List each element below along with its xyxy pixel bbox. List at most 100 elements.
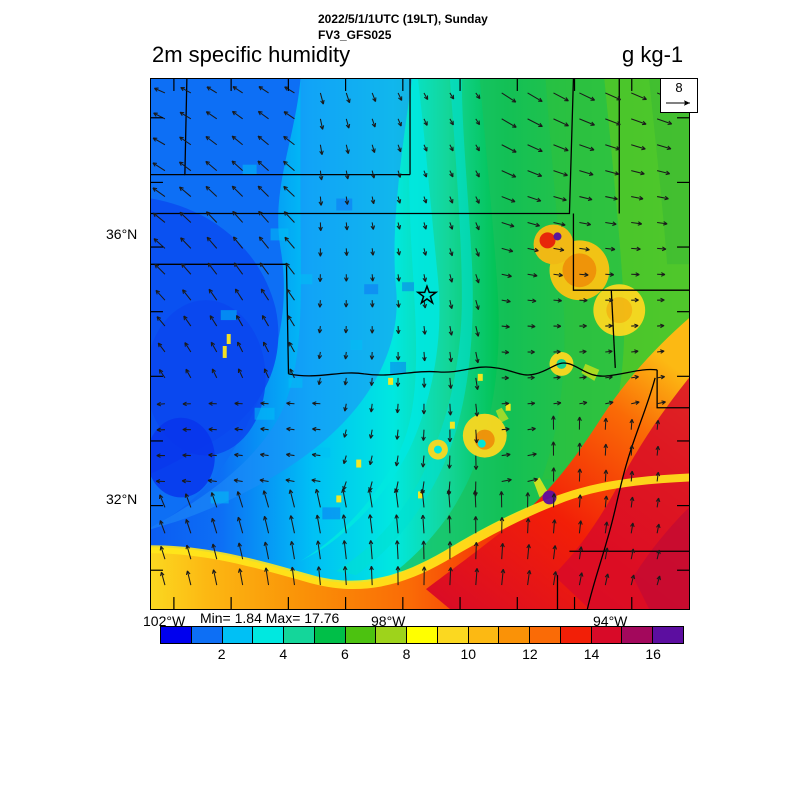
wind-vector [286,426,295,432]
wind-vector [527,375,535,381]
wind-vector [423,118,428,126]
wind-vector [232,86,243,94]
wind-vector [160,571,166,586]
wind-vector [657,374,665,380]
colorbar-tick: 10 [460,646,477,662]
wind-vector [657,246,667,252]
wind-vector [370,248,375,256]
wind-vector [153,87,166,94]
wind-vector [154,263,166,275]
wind-vector [656,575,661,586]
wind-vector [655,445,661,456]
wind-vector [395,351,401,361]
wind-vector [605,400,614,406]
wind-vector [605,323,613,329]
wind-vector [552,519,557,534]
wind-vector [397,170,402,178]
lat-tick-32n: 32°N [106,491,138,507]
wind-vector [631,374,639,380]
wind-vector [286,452,295,458]
wind-vector [290,566,295,586]
wind-vector [210,492,218,508]
wind-vector [207,478,217,484]
wind-vector [156,453,165,458]
wind-vector [394,455,400,467]
wind-vector [501,375,509,381]
wind-vector [551,467,556,482]
wind-vector [631,92,647,101]
wind-vector [527,170,543,178]
wind-vector [343,300,349,308]
wind-vector [527,452,537,457]
wind-vector [656,170,671,176]
wind-vector [153,112,166,120]
wind-vector [343,351,349,360]
wind-vector [396,300,401,308]
wind-vector [657,195,669,201]
wind-vector [258,86,269,94]
wind-vector [630,548,635,560]
wind-vector [527,92,543,103]
wind-vector [234,426,243,432]
map-plot-area[interactable] [150,78,690,610]
wind-vector [551,415,556,430]
wind-vector [236,491,244,508]
wind-vector [368,429,374,439]
wind-vector [208,288,218,301]
wind-vector [211,569,218,586]
wind-vector [231,135,243,146]
wind-vector [316,566,322,586]
wind-vector [501,170,517,178]
wind-vector [501,401,510,406]
wind-vector [473,455,479,470]
wind-vector [447,429,453,443]
wind-vector [553,170,568,177]
wind-vector [368,540,374,560]
wind-vector [605,144,621,151]
header-model-name: FV3_GFS025 [318,28,392,42]
wind-vector [449,196,454,204]
wind-vector [501,144,517,153]
wind-vector [631,221,643,226]
wind-vector [343,403,348,412]
wind-vector [527,221,541,228]
wind-vector [393,488,399,508]
wind-vector [551,493,557,508]
wind-vector [395,540,400,560]
wind-vector [259,452,269,458]
wind-vector [475,118,481,126]
wind-key-value: 8 [675,80,683,95]
wind-vector [260,288,270,301]
wind-vector [475,248,480,257]
colorbar-tick: 8 [402,646,411,662]
wind-vector [370,196,376,205]
wind-vector [446,489,452,508]
wind-vector [553,400,562,406]
wind-vector [395,403,400,414]
wind-vector [475,222,480,231]
lon-tick-102w: 102°W [143,613,186,629]
wind-vector [578,546,583,560]
wind-vector [318,196,324,206]
star-marker [415,284,439,305]
wind-vector [262,490,270,508]
wind-vector [152,187,166,197]
wind-vector [420,455,426,468]
wind-vector [258,236,269,249]
colorbar-swatch [622,627,654,643]
wind-vector [604,547,610,560]
wind-vector [631,272,640,277]
wind-vector [234,452,243,458]
wind-vector [341,488,347,508]
wind-vector [369,326,375,334]
wind-vector [395,429,400,440]
wind-vector [234,401,243,406]
wind-vector [527,324,536,329]
wind-vector [318,248,323,257]
wind-vector [501,298,511,304]
wind-vector [344,170,350,180]
wind-vector [345,118,351,129]
wind-vector [473,542,479,560]
wind-vector [527,477,538,483]
wind-vector [631,349,639,354]
